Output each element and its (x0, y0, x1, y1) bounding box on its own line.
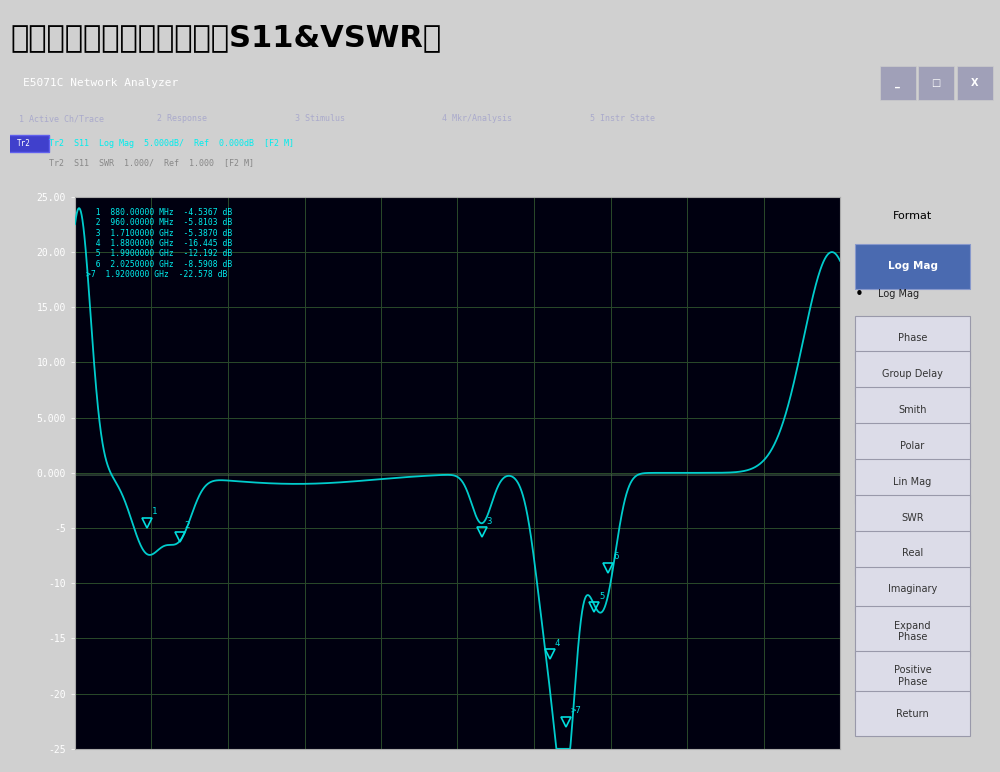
Text: 3: 3 (486, 516, 492, 526)
Text: E5071C Network Analyzer: E5071C Network Analyzer (23, 78, 178, 88)
Text: 3 Stimulus: 3 Stimulus (295, 114, 345, 124)
FancyBboxPatch shape (855, 351, 970, 397)
FancyBboxPatch shape (855, 567, 970, 612)
Text: >7: >7 (571, 706, 582, 716)
Text: Real: Real (902, 548, 923, 558)
Text: 1  880.00000 MHz  -4.5367 dB
  2  960.00000 MHz  -5.8103 dB
  3  1.7100000 GHz  : 1 880.00000 MHz -4.5367 dB 2 960.00000 M… (86, 208, 233, 279)
FancyBboxPatch shape (957, 66, 993, 100)
FancyBboxPatch shape (855, 459, 970, 504)
FancyBboxPatch shape (855, 531, 970, 576)
Text: Lin Mag: Lin Mag (893, 476, 932, 486)
Text: Polar: Polar (900, 441, 925, 451)
FancyBboxPatch shape (918, 66, 954, 100)
Text: 5: 5 (599, 592, 605, 601)
FancyBboxPatch shape (855, 495, 970, 540)
FancyBboxPatch shape (855, 316, 970, 361)
Text: Tr2  S11  Log Mag  5.000dB/  Ref  0.000dB  [F2 M]: Tr2 S11 Log Mag 5.000dB/ Ref 0.000dB [F2… (49, 139, 294, 147)
Text: Expand
Phase: Expand Phase (894, 621, 931, 642)
Text: Imaginary: Imaginary (888, 584, 937, 594)
Text: 1 Active Ch/Trace: 1 Active Ch/Trace (19, 114, 104, 124)
Text: 4 Mkr/Analysis: 4 Mkr/Analysis (442, 114, 512, 124)
Text: X: X (971, 78, 978, 88)
Text: SWR: SWR (901, 513, 924, 523)
Text: Tr2: Tr2 (17, 140, 31, 148)
Text: Format: Format (893, 211, 932, 221)
FancyBboxPatch shape (855, 651, 970, 701)
Text: 6: 6 (613, 552, 619, 561)
Text: 2: 2 (185, 521, 190, 530)
FancyBboxPatch shape (880, 66, 916, 100)
Text: Log Mag: Log Mag (888, 262, 938, 272)
FancyBboxPatch shape (855, 607, 970, 657)
Text: Smith: Smith (898, 405, 927, 415)
Text: 1: 1 (152, 507, 158, 516)
Text: Log Mag: Log Mag (878, 289, 919, 299)
Text: 5 Instr State: 5 Instr State (590, 114, 655, 124)
Text: Positive
Phase: Positive Phase (894, 665, 931, 686)
FancyBboxPatch shape (6, 135, 49, 152)
FancyBboxPatch shape (855, 388, 970, 432)
Text: 网络分析仪量测天线参数（S11&VSWR）: 网络分析仪量测天线参数（S11&VSWR） (10, 23, 441, 52)
Text: Group Delay: Group Delay (882, 369, 943, 379)
FancyBboxPatch shape (855, 423, 970, 469)
Text: 4: 4 (555, 638, 560, 648)
Text: Tr2  S11  SWR  1.000/  Ref  1.000  [F2 M]: Tr2 S11 SWR 1.000/ Ref 1.000 [F2 M] (49, 158, 254, 167)
Text: Phase: Phase (898, 334, 927, 344)
Text: Return: Return (896, 709, 929, 719)
Text: □: □ (932, 78, 941, 88)
FancyBboxPatch shape (855, 244, 970, 289)
Text: 2 Response: 2 Response (157, 114, 207, 124)
Text: •: • (855, 286, 864, 302)
FancyBboxPatch shape (855, 691, 970, 736)
Text: _: _ (895, 78, 900, 88)
